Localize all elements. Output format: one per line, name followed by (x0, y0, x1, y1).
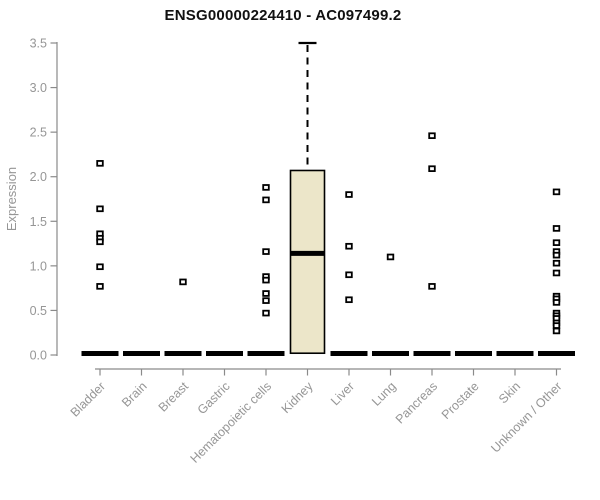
category-label: Pancreas (393, 379, 440, 426)
y-tick-label: 0.5 (30, 304, 47, 318)
median-line (290, 250, 325, 256)
data-point (552, 188, 561, 196)
data-point (96, 160, 104, 167)
data-point (345, 242, 353, 250)
data-point (262, 276, 270, 284)
y-tick-label: 3.0 (30, 81, 47, 95)
category-label: Bladder (68, 379, 108, 419)
category-label: Hematopoietic cells (188, 379, 275, 466)
data-point (179, 278, 187, 286)
y-tick-label: 2.0 (30, 170, 47, 184)
zero-bar (538, 351, 575, 356)
data-point (552, 225, 561, 232)
category-label: Brain (119, 379, 150, 410)
zero-bar (455, 351, 492, 356)
category-label: Prostate (439, 379, 482, 422)
y-tick-label: 1.5 (30, 215, 47, 229)
data-point (345, 271, 353, 279)
data-point (345, 296, 353, 304)
y-tick-label: 0.0 (30, 349, 47, 363)
data-point (552, 327, 561, 335)
category-label: Unknown / Other (488, 379, 564, 455)
data-point (552, 239, 561, 246)
chart-title: ENSG00000224410 - AC097499.2 (164, 7, 402, 24)
zero-bar (413, 351, 451, 356)
y-tick-label: 2.5 (30, 126, 47, 140)
category-label: Kidney (279, 379, 316, 416)
data-point (262, 290, 270, 297)
data-point (428, 283, 436, 290)
zero-bar (330, 351, 368, 356)
zero-bar (206, 351, 243, 356)
zero-bar (123, 351, 160, 356)
data-point (262, 309, 270, 317)
data-point (96, 238, 104, 246)
data-point (262, 184, 270, 191)
zero-bar (247, 351, 285, 356)
data-point (428, 165, 436, 172)
zero-bar (496, 351, 534, 356)
category-label: Liver (328, 379, 357, 408)
data-point (262, 248, 270, 255)
category-label: Gastric (195, 379, 233, 417)
data-point (552, 299, 561, 306)
data-point (345, 191, 353, 198)
data-point (96, 205, 104, 213)
data-point (96, 263, 104, 271)
data-point (552, 322, 561, 329)
category-label: Skin (496, 379, 523, 406)
data-point (552, 259, 561, 267)
zero-bar (372, 351, 409, 356)
data-point (262, 297, 270, 304)
data-point (552, 251, 561, 259)
data-point (428, 132, 436, 140)
y-tick-label: 1.0 (30, 259, 47, 273)
data-point (552, 269, 561, 277)
data-point (96, 283, 104, 290)
box (289, 169, 326, 355)
zero-bar (81, 351, 119, 356)
data-point (262, 196, 270, 204)
y-tick-label: 3.5 (30, 37, 47, 51)
category-label: Lung (369, 379, 399, 409)
data-point (386, 253, 395, 261)
y-axis-title: Expression (4, 167, 19, 231)
category-label: Breast (156, 379, 192, 415)
zero-bar (164, 351, 202, 356)
